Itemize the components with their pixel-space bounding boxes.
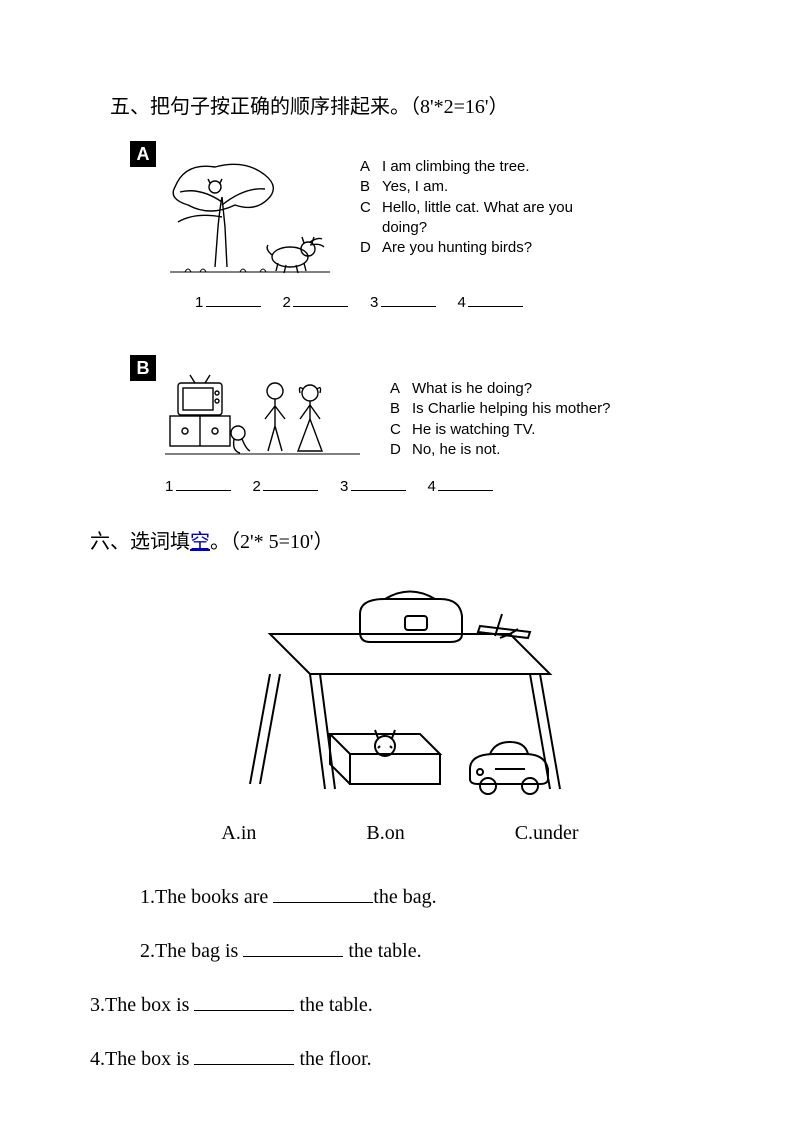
block-a-opt-c-cont: doing?	[382, 219, 427, 236]
blank-input[interactable]	[194, 1044, 294, 1065]
blank-input[interactable]	[176, 475, 231, 491]
block-a-label: A	[130, 141, 156, 167]
block-b-illustration	[160, 371, 370, 461]
section6-illustration	[110, 574, 690, 804]
block-a-opt-a: I am climbing the tree.	[382, 157, 530, 177]
block-a-illustration	[160, 157, 340, 277]
section6-choices: A.in B.on C.under	[110, 822, 690, 845]
blank-input[interactable]	[206, 291, 261, 307]
choice-a: A.in	[221, 822, 256, 845]
fill-line-3: 3.The box is the table.	[110, 981, 690, 1029]
section6-title-link: 空	[190, 531, 210, 553]
section5-title: 五、把句子按正确的顺序排起来。（8'*2=16'）	[110, 90, 690, 119]
choice-b: B.on	[366, 822, 404, 845]
fill-line-2: 2.The bag is the table.	[110, 927, 690, 975]
block-a-opt-d: Are you hunting birds?	[382, 238, 532, 258]
block-b-opt-a: What is he doing?	[412, 379, 532, 399]
block-a-opt-b: Yes, I am.	[382, 177, 448, 197]
block-b-opt-d: No, he is not.	[412, 440, 500, 460]
blank-input[interactable]	[243, 936, 343, 957]
section5-block-a: A	[110, 137, 690, 311]
block-b-opt-c: He is watching TV.	[412, 420, 535, 440]
blank-input[interactable]	[351, 475, 406, 491]
section6-fill-lines: 1.The books are the bag. 2.The bag is th…	[110, 873, 690, 1083]
blank-input[interactable]	[381, 291, 436, 307]
block-b-options: AWhat is he doing? BIs Charlie helping h…	[390, 379, 610, 460]
blank-input[interactable]	[468, 291, 523, 307]
blank-input[interactable]	[194, 990, 294, 1011]
blank-input[interactable]	[273, 882, 373, 903]
section6-title: 六、选词填空。（2'* 5=10'）	[90, 525, 690, 554]
block-b-blanks: 1 2 3 4	[165, 475, 690, 495]
block-a-options: AI am climbing the tree. BYes, I am. CHe…	[360, 157, 573, 258]
blank-input[interactable]	[293, 291, 348, 307]
section5-block-b: B	[110, 351, 690, 495]
blank-input[interactable]	[438, 475, 493, 491]
choice-c: C.under	[515, 822, 579, 845]
block-a-blanks: 1 2 3 4	[195, 291, 690, 311]
fill-line-4: 4.The box is the floor.	[110, 1035, 690, 1083]
block-b-opt-b: Is Charlie helping his mother?	[412, 399, 610, 419]
fill-line-1: 1.The books are the bag.	[110, 873, 690, 921]
blank-input[interactable]	[263, 475, 318, 491]
block-b-label: B	[130, 355, 156, 381]
block-a-opt-c: Hello, little cat. What are you	[382, 198, 573, 218]
